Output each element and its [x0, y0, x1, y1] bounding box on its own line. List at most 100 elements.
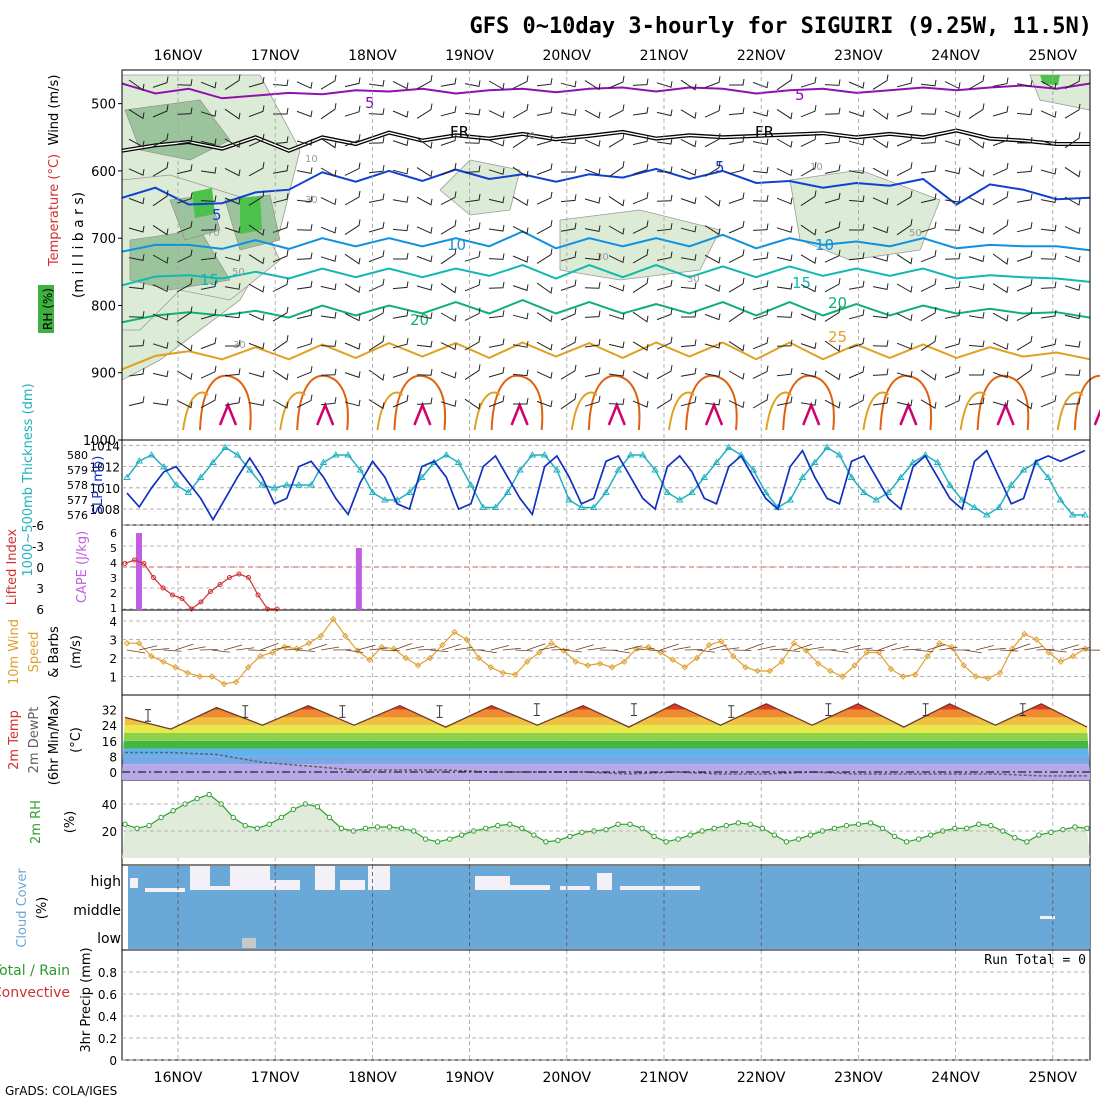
rh2m-point	[879, 825, 886, 831]
ylabel-wind10m-d: (m/s)	[69, 635, 84, 669]
wind10m-barb	[126, 649, 146, 654]
wind10m-point	[160, 658, 167, 665]
wind-barb	[224, 226, 241, 234]
ytick-label: 700	[91, 232, 116, 247]
rh2m-point	[952, 825, 958, 831]
wind10m-point	[123, 639, 131, 647]
wind-barb	[776, 226, 793, 233]
wind-barb	[584, 253, 601, 261]
wind10m-point	[232, 678, 240, 686]
wind-barb	[128, 396, 145, 407]
cloud-gap	[145, 888, 185, 892]
wind-barb	[800, 254, 817, 265]
rh-label: 70	[207, 228, 220, 239]
wind-barb	[272, 164, 289, 174]
ytick-label: 600	[91, 165, 116, 180]
wind-barb	[200, 81, 217, 89]
wind-barb	[776, 74, 793, 91]
wind-barb	[944, 281, 961, 290]
wind-barb	[824, 221, 841, 234]
wind-barb	[152, 284, 169, 293]
thickness-point	[982, 511, 991, 518]
wind10m-point	[693, 654, 701, 662]
wind-barb	[248, 370, 265, 378]
wind-barb	[1040, 80, 1057, 90]
wind-barb	[368, 165, 385, 174]
wind10m-point	[608, 664, 616, 671]
isotherm-label: 5	[365, 94, 375, 112]
thickness-point	[209, 458, 217, 465]
wind-barb	[848, 309, 865, 320]
wind10m-point	[1045, 649, 1052, 656]
cloud-gap	[620, 886, 700, 890]
wind-barb	[512, 255, 529, 263]
rh2m-point	[1024, 839, 1030, 845]
wind-barb	[896, 342, 913, 350]
wind-barb	[920, 369, 937, 381]
ylabel-cloud-a: Cloud Cover	[15, 868, 30, 948]
thickness-point	[1019, 466, 1028, 473]
lifted-point	[255, 592, 261, 598]
thickness-point	[1068, 511, 1077, 518]
ylabel-cloud-b: (%)	[35, 897, 50, 920]
wind-barb	[800, 161, 817, 177]
wind-barb	[632, 341, 649, 352]
thickness-point	[540, 451, 549, 458]
wind-barb	[704, 313, 721, 321]
rh-shading-5	[1029, 74, 1091, 111]
isotherm-25-loop	[959, 391, 987, 431]
wind-barb	[608, 398, 625, 405]
temp-range-bar	[1019, 703, 1026, 716]
wind-barb	[920, 278, 937, 292]
cloud-gap	[270, 880, 300, 890]
thickness-tick-label: 580	[67, 449, 88, 462]
wind-barb	[776, 138, 793, 148]
isotherm-30-loop	[685, 374, 738, 431]
wind-barb	[464, 335, 481, 351]
wind10m-barb	[636, 648, 655, 651]
wind-barb	[512, 341, 529, 348]
lifted-point	[132, 557, 137, 563]
lifted-point	[189, 606, 194, 612]
rh-shading-moist-2	[1040, 75, 1060, 85]
isotherm-35-peak	[996, 401, 1015, 426]
wind10m-point	[329, 615, 337, 623]
wind-barb	[1016, 335, 1033, 351]
wind-barb	[560, 279, 577, 291]
wind-barb	[272, 306, 289, 322]
wind-barb	[776, 197, 793, 205]
wind-barb	[896, 190, 913, 206]
wind-barb	[200, 252, 217, 261]
wind10m-barb	[624, 645, 643, 651]
wind10m-barb	[1060, 644, 1079, 651]
wind-barb	[1040, 338, 1057, 349]
wind-barb	[344, 312, 361, 322]
wind10m-barb	[563, 649, 582, 653]
wind-barb	[560, 336, 577, 351]
temp-tick-label: 24	[102, 719, 117, 733]
wind-barb	[512, 166, 529, 178]
wind-barb	[128, 367, 145, 377]
wind-barb	[776, 168, 793, 177]
wind-barb	[1064, 312, 1081, 320]
wind-barb	[872, 311, 889, 319]
wind-barb	[656, 166, 673, 173]
wind-barb	[680, 168, 697, 176]
wind-barb	[656, 308, 673, 321]
thickness-point	[405, 488, 414, 495]
wind-barb	[656, 251, 673, 261]
thickness-point	[946, 481, 954, 488]
wind-barb	[920, 306, 937, 322]
thickness-point	[995, 503, 1003, 510]
rh-label: 10	[810, 162, 823, 173]
wind-barb	[776, 368, 793, 377]
date-label-top: 21NOV	[640, 48, 689, 64]
wind-barb	[344, 399, 361, 407]
wind-barb	[776, 339, 793, 347]
lifted-line	[124, 559, 277, 610]
wind-barb	[920, 399, 937, 410]
wind-barb	[704, 195, 721, 207]
wind-barb	[368, 307, 385, 322]
date-label-bottom: 22NOV	[737, 1070, 786, 1086]
rh2m-point	[964, 825, 970, 831]
